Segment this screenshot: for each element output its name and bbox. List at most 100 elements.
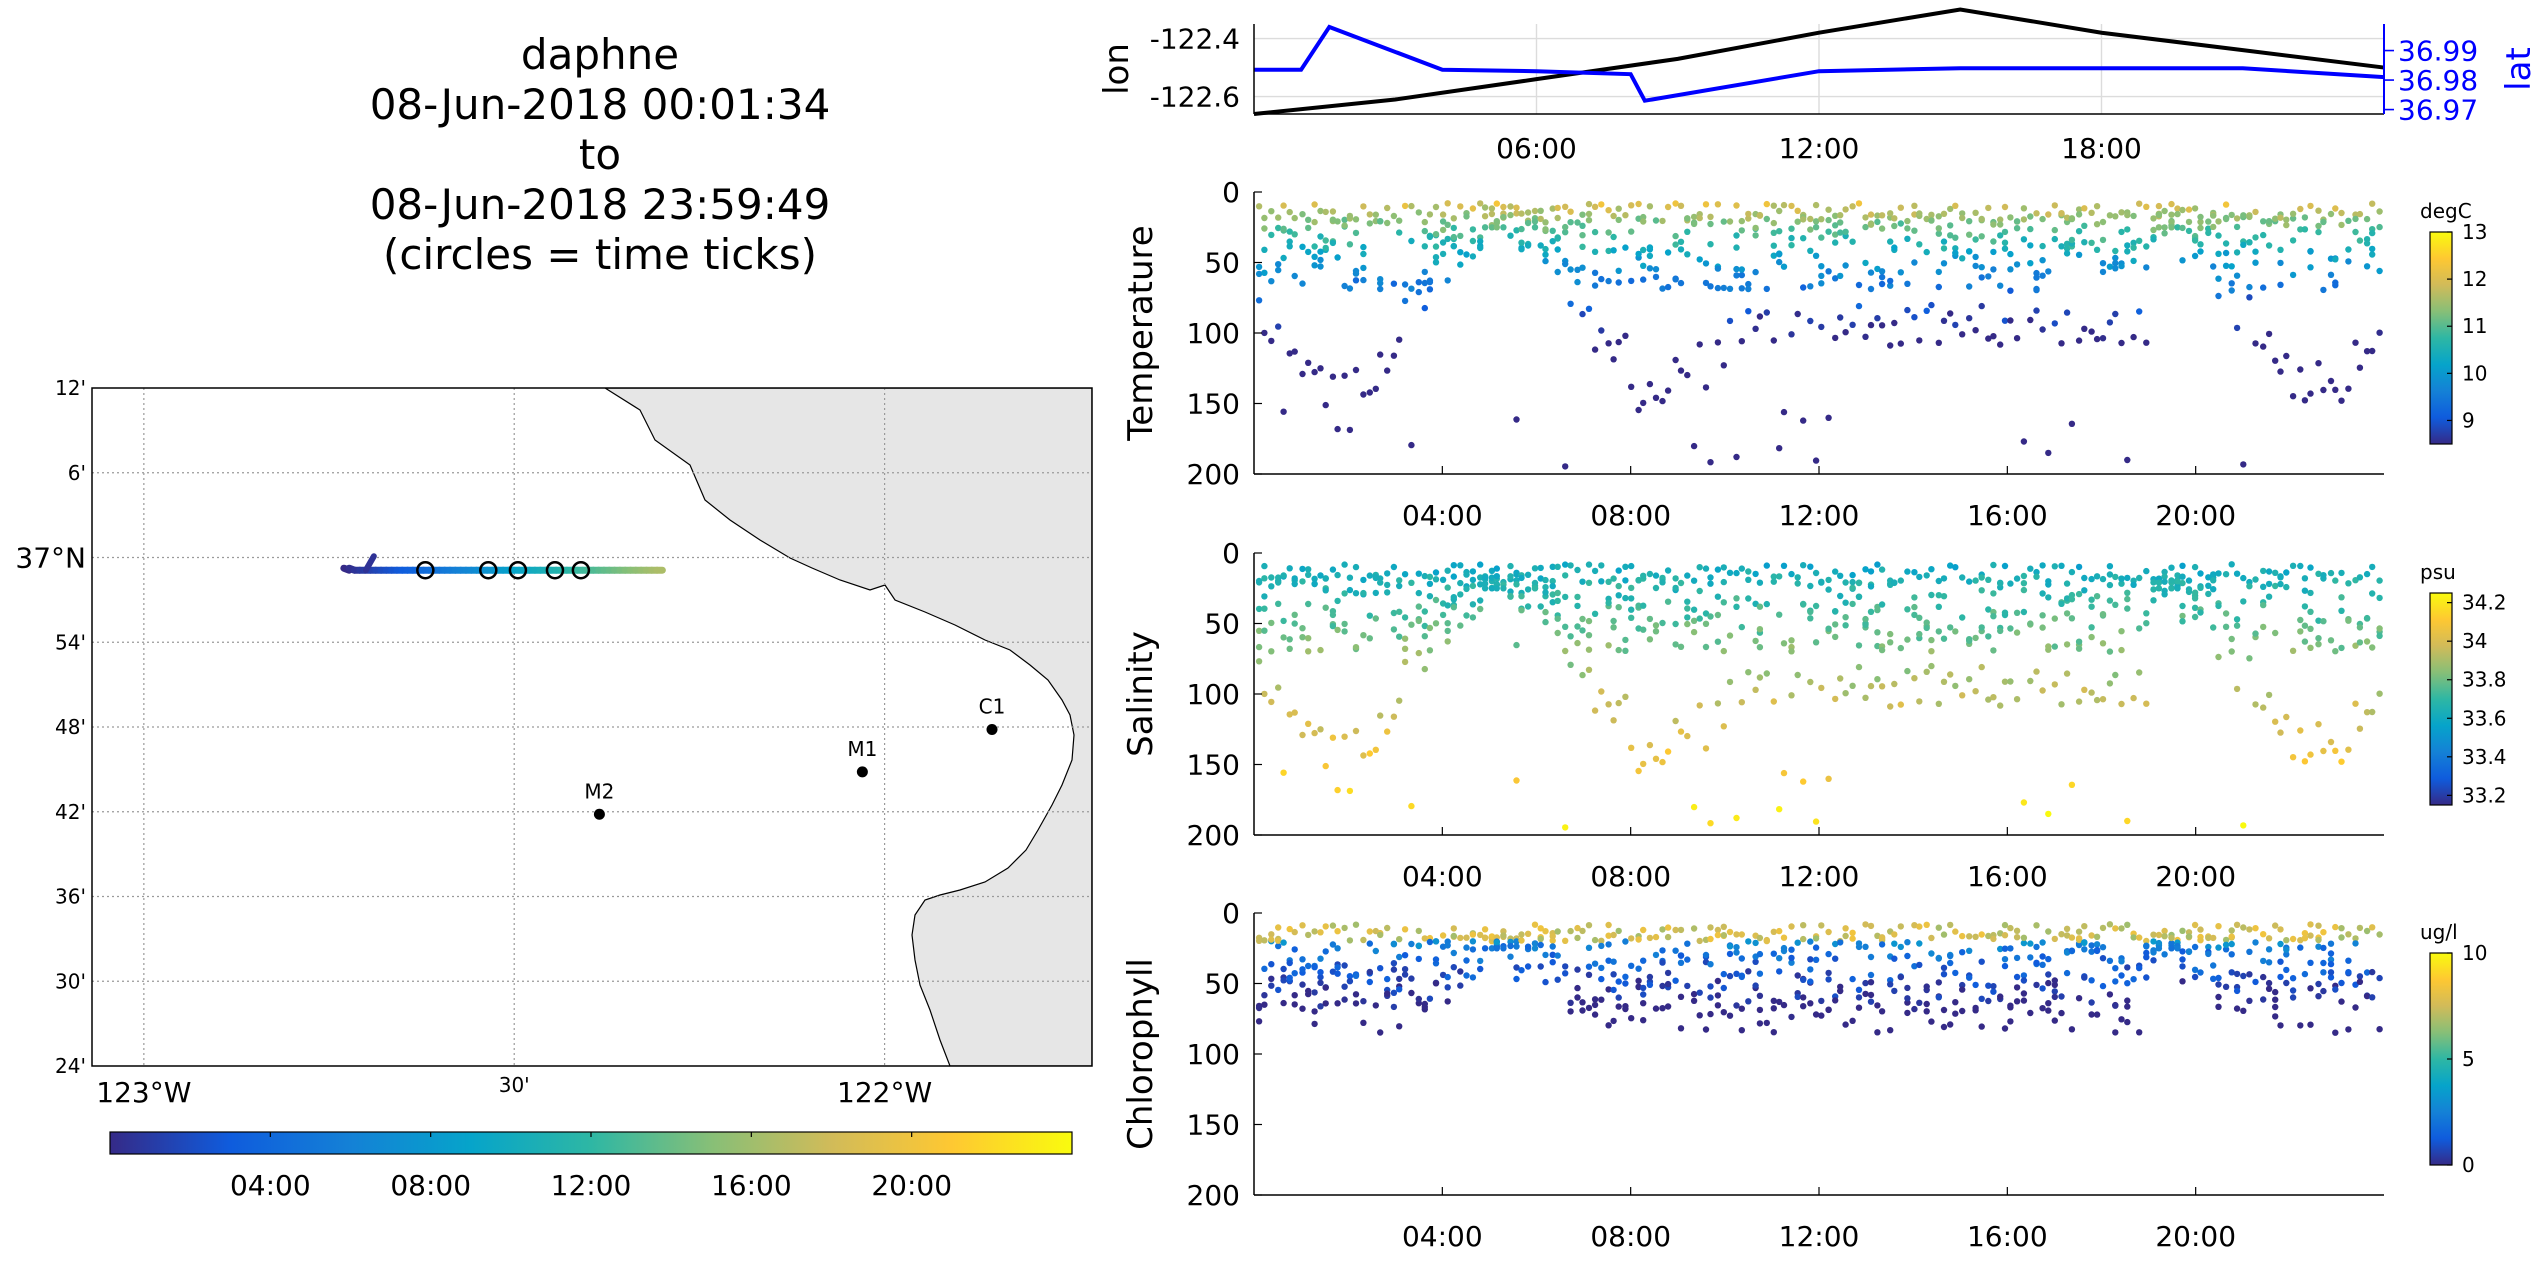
data-point bbox=[1610, 971, 1617, 978]
data-point bbox=[1317, 365, 1324, 372]
data-point bbox=[1997, 221, 2004, 228]
data-point bbox=[1800, 600, 1807, 608]
data-point bbox=[1891, 215, 1898, 222]
data-point bbox=[1855, 593, 1863, 600]
data-point bbox=[1605, 957, 1612, 964]
data-point bbox=[1940, 260, 1948, 267]
data-point bbox=[1640, 572, 1647, 579]
data-point bbox=[1738, 565, 1746, 572]
data-point bbox=[2265, 946, 2273, 953]
data-point bbox=[1493, 573, 1501, 580]
data-point bbox=[1317, 248, 1324, 255]
data-point bbox=[1360, 632, 1367, 639]
x-tick-label: 16:00 bbox=[1967, 1220, 2048, 1253]
data-point bbox=[1518, 574, 1525, 582]
data-point bbox=[1610, 958, 1617, 965]
data-point bbox=[1940, 931, 1948, 938]
data-point bbox=[1978, 663, 1985, 671]
data-point bbox=[1745, 669, 1752, 676]
data-point bbox=[1311, 989, 1318, 996]
data-point bbox=[1605, 340, 1612, 347]
data-point bbox=[1985, 606, 1992, 613]
data-point bbox=[2376, 594, 2383, 602]
time-colorbar: 04:00 08:00 12:00 16:00 20:00 bbox=[109, 1131, 1073, 1202]
data-point bbox=[1855, 663, 1863, 671]
data-point bbox=[2001, 203, 2009, 211]
data-point bbox=[1372, 385, 1380, 392]
data-point bbox=[1714, 977, 1722, 985]
data-point bbox=[1341, 962, 1348, 969]
data-point bbox=[1818, 997, 1825, 1005]
data-point bbox=[2099, 944, 2107, 951]
data-point bbox=[1891, 579, 1898, 587]
data-point bbox=[1261, 562, 1268, 570]
data-point bbox=[1972, 577, 1979, 584]
data-point bbox=[1952, 969, 1959, 977]
data-point bbox=[1985, 932, 1992, 940]
data-point bbox=[1904, 984, 1911, 992]
data-point bbox=[2240, 241, 2247, 248]
data-point bbox=[1904, 995, 1911, 1002]
data-point bbox=[1887, 282, 1894, 289]
data-point bbox=[1832, 275, 1839, 282]
data-point bbox=[1329, 622, 1337, 630]
data-point bbox=[1696, 989, 1703, 996]
data-point bbox=[1615, 338, 1622, 346]
data-point bbox=[1849, 975, 1856, 983]
data-point bbox=[1684, 620, 1691, 628]
data-point bbox=[2327, 960, 2335, 968]
data-point bbox=[1928, 301, 1935, 309]
data-point bbox=[1952, 564, 1959, 571]
data-point bbox=[1408, 621, 1415, 628]
data-point bbox=[2174, 585, 2181, 592]
data-point bbox=[1401, 658, 1409, 666]
data-point bbox=[1825, 576, 1832, 584]
data-point bbox=[1726, 285, 1734, 292]
data-point bbox=[1299, 370, 1306, 378]
data-point bbox=[2315, 360, 2322, 367]
data-point bbox=[1812, 944, 1820, 951]
data-point bbox=[2338, 397, 2345, 404]
data-point bbox=[1640, 991, 1647, 998]
data-point bbox=[2320, 572, 2327, 579]
data-point bbox=[1794, 671, 1801, 679]
data-point bbox=[1818, 272, 1825, 280]
data-point bbox=[1818, 280, 1825, 287]
data-point bbox=[1891, 222, 1898, 230]
data-point bbox=[1567, 266, 1574, 273]
data-point bbox=[1305, 720, 1312, 727]
data-point bbox=[1756, 603, 1764, 610]
data-point bbox=[1672, 977, 1679, 984]
data-point bbox=[1360, 576, 1367, 584]
data-point bbox=[1346, 426, 1354, 434]
data-point bbox=[1615, 604, 1622, 611]
data-point bbox=[2112, 310, 2119, 318]
data-point bbox=[1591, 707, 1599, 714]
data-point bbox=[2265, 979, 2273, 987]
data-point bbox=[1684, 572, 1691, 579]
data-point bbox=[2222, 946, 2230, 953]
data-point bbox=[1738, 699, 1746, 706]
map-lat-label: 6' bbox=[68, 461, 86, 485]
data-point bbox=[1646, 973, 1654, 981]
data-point bbox=[1317, 979, 1324, 986]
data-point bbox=[1935, 268, 1943, 276]
data-point bbox=[1770, 928, 1778, 935]
data-point bbox=[1268, 619, 1275, 627]
data-point bbox=[2068, 781, 2076, 788]
data-point bbox=[2045, 928, 2052, 935]
data-point bbox=[1322, 401, 1329, 409]
data-point bbox=[2093, 203, 2101, 210]
data-point bbox=[2240, 1007, 2247, 1014]
data-point bbox=[1377, 931, 1384, 939]
data-point bbox=[1432, 243, 1440, 250]
data-point bbox=[2222, 262, 2230, 269]
data-point bbox=[1837, 219, 1844, 226]
data-point bbox=[1463, 571, 1470, 578]
data-point bbox=[1928, 636, 1935, 644]
data-point bbox=[2215, 232, 2222, 239]
data-point bbox=[1457, 982, 1464, 989]
data-point bbox=[1714, 339, 1722, 346]
data-point bbox=[1408, 975, 1415, 982]
data-point bbox=[2283, 951, 2290, 958]
